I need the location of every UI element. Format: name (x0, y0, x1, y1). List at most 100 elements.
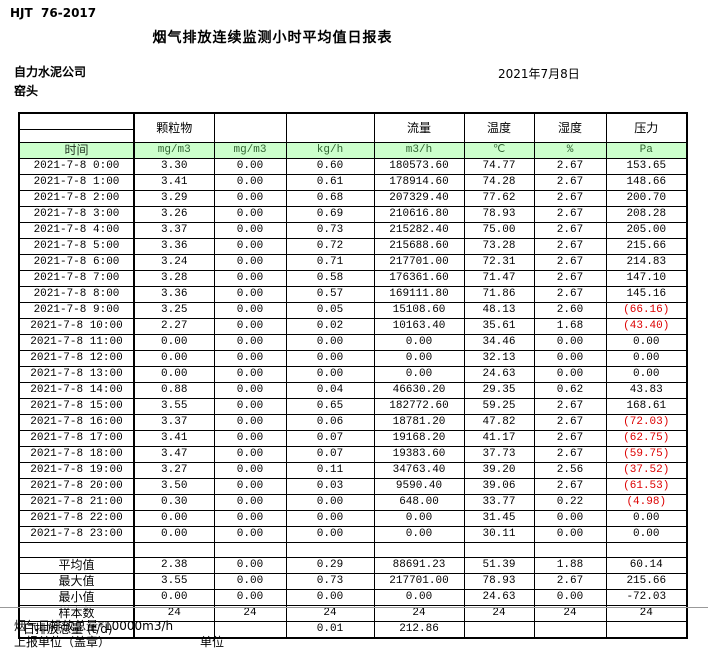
summary-value-cell: 3.55 (133, 573, 215, 590)
value-cell: 33.77 (463, 494, 535, 511)
summary-value-cell: 24 (605, 605, 688, 622)
value-cell: (66.16) (605, 302, 688, 319)
empty-cell (285, 542, 375, 558)
value-cell: 2.67 (533, 446, 607, 463)
daily-total-value-cell (605, 621, 688, 639)
table-row: 2021-7-8 15:00 3.55 0.00 0.65 182772.60 59.25… (18, 398, 688, 415)
value-cell: 39.20 (463, 462, 535, 479)
time-cell: 2021-7-8 16:00 (18, 414, 135, 431)
monitoring-table: 颗粒物 流量 温度 湿度 压力 时间 mg/m3 mg/m3 kg/h m3/h… (18, 112, 688, 639)
value-cell: 217701.00 (373, 254, 465, 271)
value-cell: 75.00 (463, 222, 535, 239)
table-row: 2021-7-8 21:00 0.30 0.00 0.00 648.00 33.77 0.2… (18, 494, 688, 511)
unit-celsius: ℃ (463, 142, 535, 159)
summary-value-cell: 0.00 (285, 589, 375, 606)
time-cell: 2021-7-8 21:00 (18, 494, 135, 511)
unit-m3-h: m3/h (373, 142, 465, 159)
table-row: 2021-7-8 19:00 3.27 0.00 0.11 34763.40 39.20 2… (18, 462, 688, 479)
summary-value-cell: 0.00 (213, 557, 287, 574)
daily-total-value-cell (463, 621, 535, 639)
table-row: 2021-7-8 0:00 3.30 0.00 0.60 180573.60 74.77 2… (18, 158, 688, 175)
table-row: 2021-7-8 6:00 3.24 0.00 0.71 217701.00 72.31 2… (18, 254, 688, 271)
time-header: 时间 (18, 142, 135, 159)
value-cell: 2.27 (133, 318, 215, 335)
table-row: 2021-7-8 4:00 3.37 0.00 0.73 215282.40 75.00 2… (18, 222, 688, 239)
value-cell: 15108.60 (373, 302, 465, 319)
value-cell: 59.25 (463, 398, 535, 415)
time-cell: 2021-7-8 6:00 (18, 254, 135, 271)
value-cell: 180573.60 (373, 158, 465, 175)
value-cell: 34763.40 (373, 462, 465, 479)
value-cell: 10163.40 (373, 318, 465, 335)
summary-row: 平均值 2.38 0.00 0.29 88691.23 51.39 1.88 60.14 (18, 557, 688, 574)
value-cell: 0.00 (213, 462, 287, 479)
empty-cell (373, 542, 465, 558)
value-cell: 2.67 (533, 238, 607, 255)
value-cell: 0.00 (213, 430, 287, 447)
value-cell: 46630.20 (373, 382, 465, 399)
time-cell: 2021-7-8 14:00 (18, 382, 135, 399)
column-header-blank-1 (213, 112, 287, 143)
value-cell: 3.29 (133, 190, 215, 207)
value-cell: 0.00 (213, 366, 287, 383)
summary-value-cell: 0.73 (285, 573, 375, 590)
table-row: 2021-7-8 13:00 0.00 0.00 0.00 0.00 24.63 0.00 0… (18, 366, 688, 383)
summary-value-cell: 51.39 (463, 557, 535, 574)
value-cell: (59.75) (605, 446, 688, 463)
time-cell: 2021-7-8 18:00 (18, 446, 135, 463)
corner-cell-bottom (18, 129, 135, 143)
table-row: 2021-7-8 5:00 3.36 0.00 0.72 215688.60 73.28 2… (18, 238, 688, 255)
table-row: 2021-7-8 18:00 3.47 0.00 0.07 19383.60 37.73 2… (18, 446, 688, 463)
value-cell: 41.17 (463, 430, 535, 447)
table-row: 2021-7-8 1:00 3.41 0.00 0.61 178914.60 74.28 2… (18, 174, 688, 191)
footer-note: 烟气日排放总量*10000m3/h (14, 619, 174, 633)
value-cell: 0.00 (133, 366, 215, 383)
value-cell: 24.63 (463, 366, 535, 383)
value-cell: 71.47 (463, 270, 535, 287)
time-cell: 2021-7-8 20:00 (18, 478, 135, 495)
value-cell: (43.40) (605, 318, 688, 335)
value-cell: 2.67 (533, 478, 607, 495)
column-header-blank-2 (285, 112, 375, 143)
value-cell: 153.65 (605, 158, 688, 175)
summary-value-cell: 0.00 (213, 573, 287, 590)
value-cell: 37.73 (463, 446, 535, 463)
table-row: 2021-7-8 11:00 0.00 0.00 0.00 0.00 34.46 0.00 0… (18, 334, 688, 351)
value-cell: 0.00 (285, 334, 375, 351)
station-name: 窑头 (14, 84, 39, 98)
value-cell: 0.00 (213, 446, 287, 463)
daily-total-value-cell (213, 621, 287, 639)
value-cell: 0.00 (213, 286, 287, 303)
time-cell: 2021-7-8 5:00 (18, 238, 135, 255)
value-cell: (4.98) (605, 494, 688, 511)
empty-cell (533, 542, 607, 558)
summary-row: 样本数 24 24 24 24 24 24 24 (18, 605, 688, 622)
value-cell: 3.25 (133, 302, 215, 319)
table-row: 2021-7-8 23:00 0.00 0.00 0.00 0.00 30.11 0.00 0… (18, 526, 688, 543)
table-row: 2021-7-8 8:00 3.36 0.00 0.57 169111.80 71.86 2… (18, 286, 688, 303)
value-cell: 215.66 (605, 238, 688, 255)
value-cell: 0.07 (285, 446, 375, 463)
value-cell: 32.13 (463, 350, 535, 367)
table-row: 2021-7-8 12:00 0.00 0.00 0.00 0.00 32.13 0.00 0… (18, 350, 688, 367)
time-cell: 2021-7-8 17:00 (18, 430, 135, 447)
summary-row: 最小值 0.00 0.00 0.00 0.00 24.63 0.00 -72.03 (18, 589, 688, 606)
page-break-line (0, 607, 708, 608)
value-cell: 0.72 (285, 238, 375, 255)
value-cell: 19383.60 (373, 446, 465, 463)
value-cell: 34.46 (463, 334, 535, 351)
value-cell: 0.05 (285, 302, 375, 319)
value-cell: 0.00 (533, 334, 607, 351)
value-cell: 176361.60 (373, 270, 465, 287)
value-cell: 0.65 (285, 398, 375, 415)
time-cell: 2021-7-8 3:00 (18, 206, 135, 223)
value-cell: 2.67 (533, 174, 607, 191)
value-cell: 2.60 (533, 302, 607, 319)
company-name: 自力水泥公司 (14, 65, 87, 79)
value-cell: 0.00 (213, 222, 287, 239)
summary-value-cell: 2.38 (133, 557, 215, 574)
value-cell: 0.04 (285, 382, 375, 399)
value-cell: 0.22 (533, 494, 607, 511)
value-cell: 0.00 (213, 334, 287, 351)
time-cell: 2021-7-8 10:00 (18, 318, 135, 335)
